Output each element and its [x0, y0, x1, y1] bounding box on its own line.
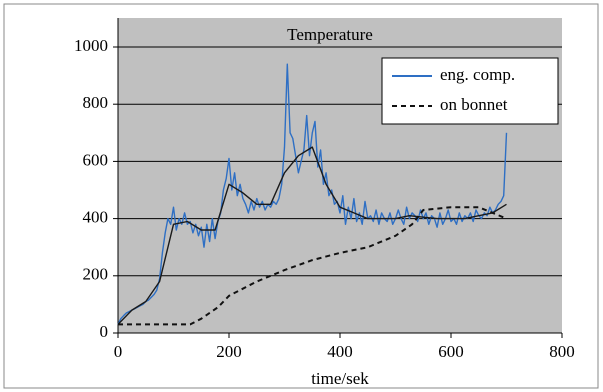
series-line	[118, 206, 507, 326]
y-tick-label: 0	[100, 322, 109, 341]
y-tick-label: 200	[83, 265, 109, 284]
y-tick-label: 400	[83, 208, 109, 227]
x-tick-label: 0	[114, 342, 123, 361]
x-tick-label: 200	[216, 342, 242, 361]
y-tick-label: 800	[83, 93, 109, 112]
x-tick-label: 800	[549, 342, 575, 361]
x-tick-label: 400	[327, 342, 353, 361]
legend-label: eng. comp.	[440, 65, 515, 84]
legend-box	[381, 57, 559, 125]
chart-title: Temperature	[287, 25, 373, 44]
series-line	[117, 146, 507, 325]
y-tick-label: 1000	[74, 36, 108, 55]
x-axis-label: time/sek	[311, 369, 369, 388]
x-tick-label: 600	[438, 342, 464, 361]
series-line	[117, 63, 508, 325]
y-tick-label: 600	[83, 150, 109, 169]
legend-label: on bonnet	[440, 95, 508, 114]
